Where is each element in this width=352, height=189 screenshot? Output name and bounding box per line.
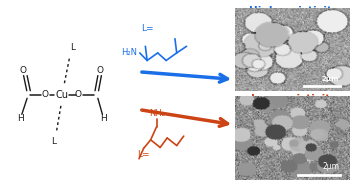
Text: O: O — [19, 66, 26, 75]
Text: High resistivity: High resistivity — [249, 6, 339, 16]
Text: L=: L= — [141, 24, 153, 33]
Text: NH₂: NH₂ — [149, 109, 165, 118]
Text: H: H — [17, 114, 24, 123]
Text: 2μm: 2μm — [322, 162, 339, 171]
Text: O: O — [75, 90, 82, 99]
Text: Low resistivity: Low resistivity — [251, 94, 337, 105]
Text: H: H — [100, 114, 107, 123]
Text: H₂N: H₂N — [121, 48, 137, 57]
Text: O: O — [42, 90, 49, 99]
Text: L: L — [70, 43, 75, 52]
Text: L: L — [51, 137, 56, 146]
Text: Cu: Cu — [55, 90, 68, 99]
Text: L=: L= — [137, 149, 150, 159]
Text: 2μm: 2μm — [322, 76, 339, 82]
Text: O: O — [97, 66, 104, 75]
